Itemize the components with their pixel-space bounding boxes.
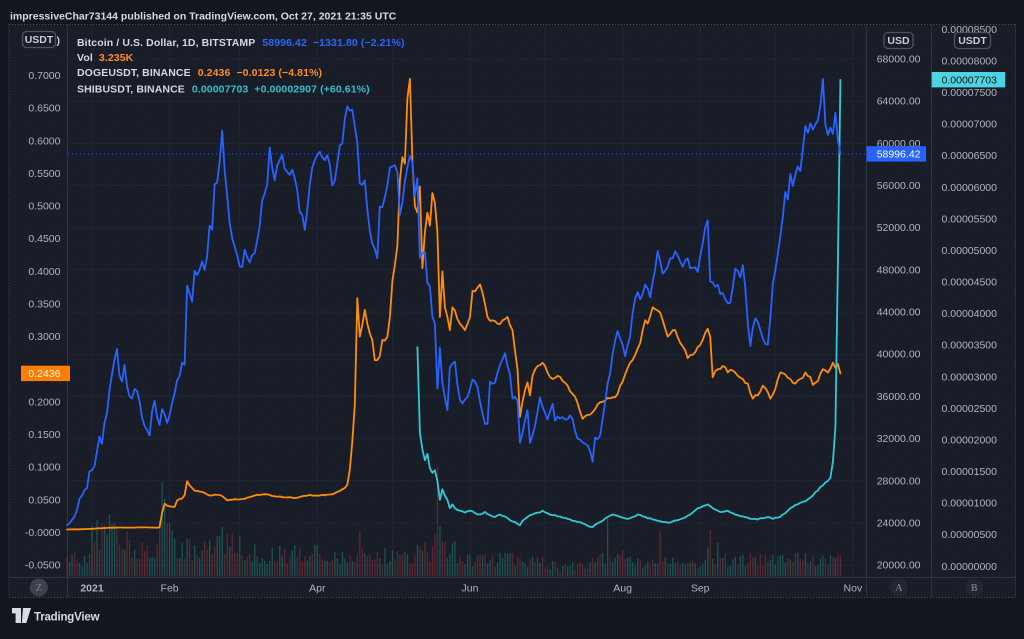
svg-text:0.00001500: 0.00001500 bbox=[942, 466, 998, 478]
svg-text:): ) bbox=[57, 35, 61, 47]
svg-text:Aug: Aug bbox=[613, 583, 632, 595]
svg-text:0.00007500: 0.00007500 bbox=[942, 87, 998, 99]
svg-text:36000.00: 36000.00 bbox=[877, 391, 921, 403]
svg-text:0.00002500: 0.00002500 bbox=[942, 403, 998, 415]
svg-text:0.6500: 0.6500 bbox=[28, 103, 60, 115]
svg-text:0.00007000: 0.00007000 bbox=[942, 119, 998, 131]
svg-text:58996.42: 58996.42 bbox=[877, 149, 921, 161]
svg-text:0.4000: 0.4000 bbox=[28, 266, 60, 278]
svg-text:0.00007703: 0.00007703 bbox=[942, 74, 998, 86]
svg-text:-0.0500: -0.0500 bbox=[25, 560, 61, 572]
svg-text:20000.00: 20000.00 bbox=[877, 560, 921, 572]
svg-text:0.00003500: 0.00003500 bbox=[942, 340, 998, 352]
svg-text:A: A bbox=[895, 583, 903, 594]
svg-text:0.2000: 0.2000 bbox=[28, 396, 60, 408]
svg-text:Bitcoin / U.S. Dollar, 1D, BIT: Bitcoin / U.S. Dollar, 1D, BITSTAMP 58996… bbox=[77, 37, 405, 49]
svg-text:0.00000500: 0.00000500 bbox=[942, 529, 998, 541]
svg-text:40000.00: 40000.00 bbox=[877, 349, 921, 361]
svg-text:28000.00: 28000.00 bbox=[877, 475, 921, 487]
svg-text:Jun: Jun bbox=[462, 583, 479, 595]
svg-text:48000.00: 48000.00 bbox=[877, 264, 921, 276]
svg-text:B: B bbox=[971, 583, 978, 594]
svg-text:0.00004500: 0.00004500 bbox=[942, 277, 998, 289]
svg-text:44000.00: 44000.00 bbox=[877, 307, 921, 319]
svg-text:0.5500: 0.5500 bbox=[28, 168, 60, 180]
svg-text:52000.00: 52000.00 bbox=[877, 222, 921, 234]
svg-text:TradingView: TradingView bbox=[34, 612, 100, 624]
svg-text:0.00008000: 0.00008000 bbox=[942, 56, 998, 68]
svg-text:56000.00: 56000.00 bbox=[877, 180, 921, 192]
svg-text:0.00002000: 0.00002000 bbox=[942, 434, 998, 446]
svg-text:68000.00: 68000.00 bbox=[877, 54, 921, 66]
svg-text:24000.00: 24000.00 bbox=[877, 517, 921, 529]
svg-text:Feb: Feb bbox=[161, 583, 179, 595]
svg-text:Z: Z bbox=[35, 583, 42, 594]
svg-text:0.4500: 0.4500 bbox=[28, 233, 60, 245]
svg-text:32000.00: 32000.00 bbox=[877, 433, 921, 445]
svg-text:0.00006500: 0.00006500 bbox=[942, 150, 998, 162]
svg-text:0.1500: 0.1500 bbox=[28, 429, 60, 441]
svg-text:impressiveChar73144 published: impressiveChar73144 published on Trading… bbox=[10, 11, 397, 23]
svg-text:0.3500: 0.3500 bbox=[28, 299, 60, 311]
svg-text:0.0500: 0.0500 bbox=[28, 494, 60, 506]
svg-text:-0.0000: -0.0000 bbox=[25, 527, 61, 539]
svg-text:0.6000: 0.6000 bbox=[28, 135, 60, 147]
svg-text:0.1000: 0.1000 bbox=[28, 462, 60, 474]
svg-text:0.00000000: 0.00000000 bbox=[942, 561, 998, 573]
svg-text:0.00006000: 0.00006000 bbox=[942, 182, 998, 194]
svg-text:0.7000: 0.7000 bbox=[28, 70, 60, 82]
svg-text:0.00003000: 0.00003000 bbox=[942, 371, 998, 383]
svg-text:2021: 2021 bbox=[80, 583, 104, 595]
svg-text:0.00001000: 0.00001000 bbox=[942, 498, 998, 510]
svg-text:0.2436: 0.2436 bbox=[28, 368, 60, 380]
svg-text:Sep: Sep bbox=[691, 583, 710, 595]
svg-text:USDT: USDT bbox=[25, 34, 54, 46]
svg-text:USD: USD bbox=[887, 35, 910, 47]
svg-text:Nov: Nov bbox=[844, 583, 863, 595]
svg-text:Apr: Apr bbox=[309, 583, 326, 595]
svg-text:0.5000: 0.5000 bbox=[28, 201, 60, 213]
svg-text:0.00004000: 0.00004000 bbox=[942, 308, 998, 320]
svg-text:0.00005500: 0.00005500 bbox=[942, 213, 998, 225]
svg-text:0.00005000: 0.00005000 bbox=[942, 245, 998, 257]
svg-text:64000.00: 64000.00 bbox=[877, 96, 921, 108]
svg-text:USDT: USDT bbox=[958, 35, 987, 47]
svg-text:0.3000: 0.3000 bbox=[28, 331, 60, 343]
